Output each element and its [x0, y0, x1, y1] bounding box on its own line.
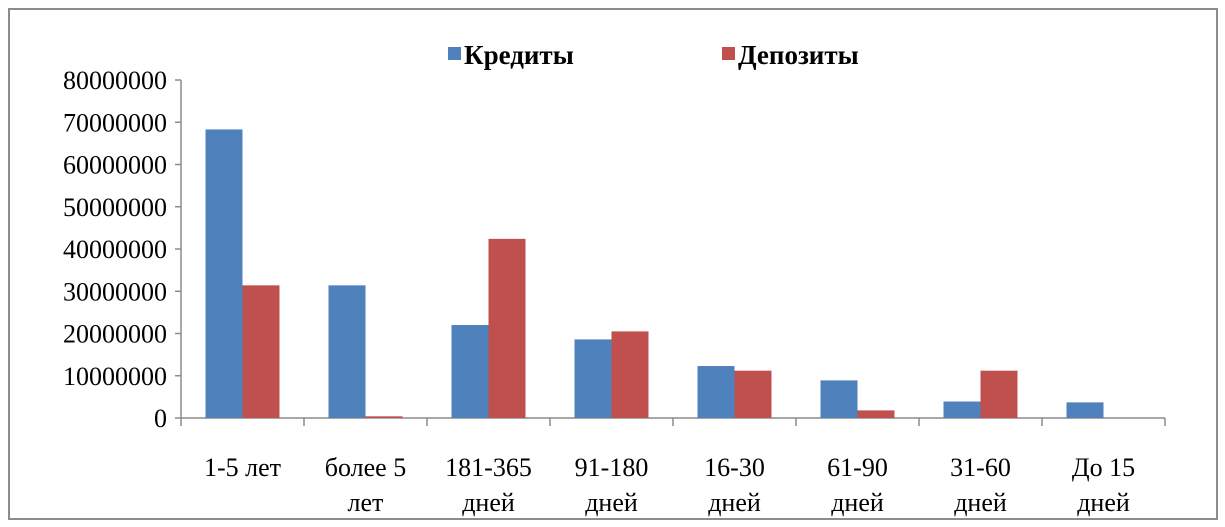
y-tick-label: 0 [154, 404, 167, 433]
bar-credits [205, 129, 243, 418]
x-category-label: 181-365 дней [445, 453, 532, 517]
bar-deposits [734, 370, 772, 418]
bar-credits [943, 401, 981, 418]
x-category-label: 16-30 дней [704, 453, 765, 517]
y-tick-label: 80000000 [63, 66, 167, 95]
bar-deposits [242, 285, 280, 418]
bar-credits [328, 285, 366, 418]
x-category-label: 1-5 лет [204, 453, 281, 482]
legend-label-credits: Кредиты [464, 40, 574, 70]
y-tick-label: 60000000 [63, 151, 167, 180]
bar-deposits [980, 370, 1018, 418]
x-category-label: более 5 лет [325, 453, 406, 517]
bar-credits [820, 380, 858, 418]
x-axis: 1-5 лет более 5 лет 181-365 дней 91-180 дней 16… [180, 417, 1166, 517]
legend-swatch-deposits [722, 47, 735, 60]
bar-credits [1066, 402, 1104, 418]
legend-label-deposits: Депозиты [738, 40, 859, 70]
legend-swatch-credits [448, 47, 461, 60]
y-tick-label: 20000000 [63, 320, 167, 349]
x-category-label: 61-90 дней [827, 453, 888, 517]
bar-deposits [365, 416, 403, 418]
bar-credits [574, 339, 612, 418]
legend: Кредиты Депозиты [448, 40, 859, 70]
bar-deposits [488, 238, 526, 418]
bars [205, 129, 1104, 418]
bar-deposits [611, 331, 649, 418]
y-tick-label: 50000000 [63, 193, 167, 222]
x-category-label: 91-180 дней [575, 453, 649, 517]
y-tick-label: 40000000 [63, 235, 167, 264]
y-axis: 0 10000000 20000000 30000000 40000000 5000000… [63, 66, 182, 433]
x-category-label: 31-60 дней [950, 453, 1011, 517]
y-tick-label: 10000000 [63, 362, 167, 391]
x-category-label: До 15 дней [1072, 453, 1135, 517]
bar-credits [697, 366, 735, 418]
y-tick-label: 70000000 [63, 108, 167, 137]
bar-credits [451, 325, 489, 418]
bar-deposits [857, 410, 895, 418]
y-tick-label: 30000000 [63, 277, 167, 306]
